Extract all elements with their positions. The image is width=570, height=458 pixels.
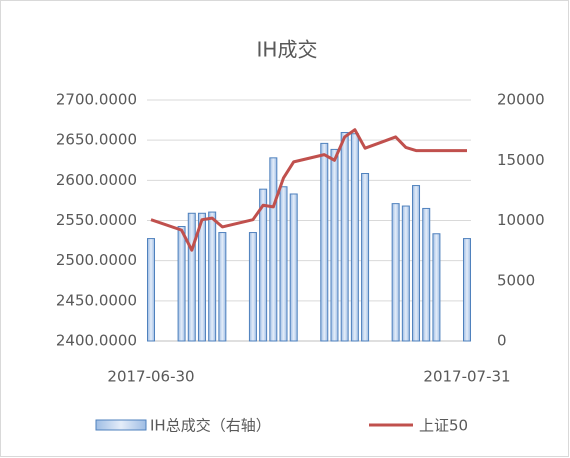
bar	[147, 238, 155, 342]
bar	[340, 132, 349, 342]
y2-tick-label: 10000	[497, 211, 545, 229]
y-tick-label: 2600.0000	[56, 171, 137, 189]
y-tick-label: 2700.0000	[56, 91, 137, 109]
bar	[177, 226, 186, 342]
y-tick-label: 2400.0000	[56, 332, 137, 350]
bar	[361, 173, 370, 342]
legend-swatch	[95, 419, 147, 431]
y-tick-label: 2450.0000	[56, 291, 137, 309]
bar	[289, 193, 298, 342]
legend-label: IH总成交（右轴）	[150, 417, 271, 435]
y-tick-label: 2500.0000	[56, 251, 137, 269]
chart-title: IH成交	[257, 38, 318, 62]
bar	[320, 142, 329, 342]
legend-label: 上证50	[419, 417, 468, 435]
bar	[248, 232, 257, 342]
bar	[279, 186, 288, 342]
y-tick-label: 2650.0000	[56, 131, 137, 149]
bar	[412, 185, 421, 342]
y2-tick-label: 0	[497, 332, 507, 350]
bar	[401, 205, 410, 342]
bar	[218, 232, 227, 342]
x-tick-label: 2017-06-30	[107, 368, 194, 386]
x-tick-label: 2017-07-31	[423, 368, 510, 386]
bar	[259, 188, 268, 342]
bar	[208, 211, 217, 342]
bar	[463, 238, 471, 342]
y2-tick-label: 20000	[497, 91, 545, 109]
bar	[432, 233, 441, 342]
bar	[330, 148, 339, 342]
y-tick-label: 2550.0000	[56, 211, 137, 229]
bar	[422, 207, 431, 342]
bar	[187, 212, 196, 342]
bar	[350, 133, 359, 342]
bar	[269, 157, 278, 342]
line	[150, 128, 467, 252]
bar	[197, 212, 206, 342]
y2-tick-label: 15000	[497, 151, 545, 169]
bar	[391, 203, 400, 342]
y2-tick-label: 5000	[497, 271, 535, 289]
